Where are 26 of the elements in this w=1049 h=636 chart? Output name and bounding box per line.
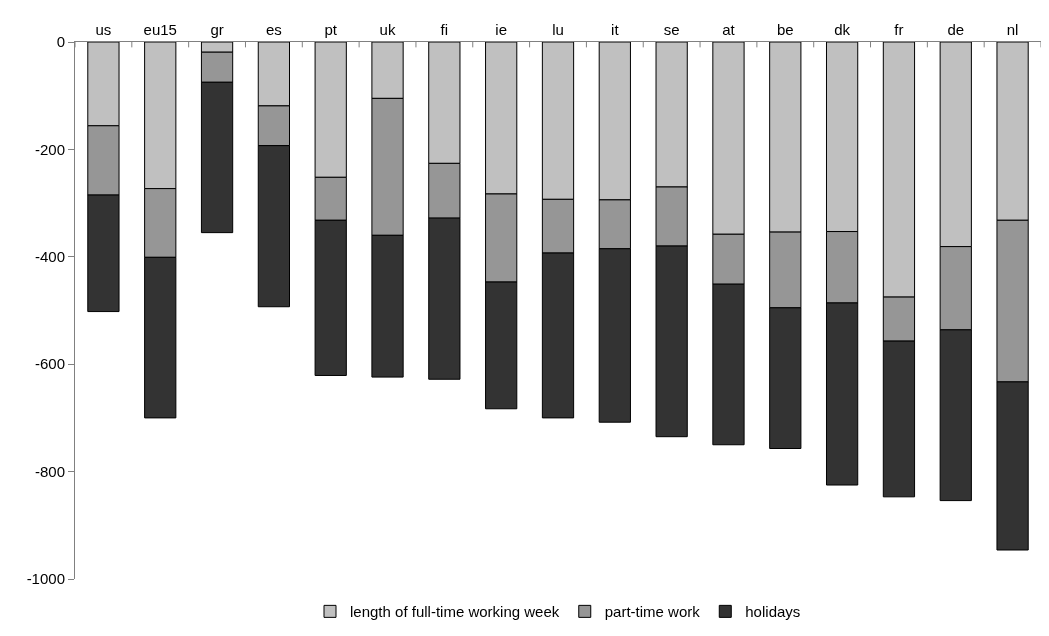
x-tick-label: fr bbox=[894, 21, 904, 38]
x-tick-label: pt bbox=[324, 21, 338, 38]
x-tick-label: nl bbox=[1006, 21, 1019, 38]
legend-label: part-time work bbox=[604, 603, 701, 621]
x-tick-label: gr bbox=[210, 21, 224, 38]
y-tick-label: 0 bbox=[56, 33, 65, 51]
legend-label: holidays bbox=[745, 603, 801, 621]
x-tick-label: es bbox=[265, 21, 282, 38]
y-tick-label: -400 bbox=[34, 248, 65, 266]
x-tick-label: de bbox=[947, 21, 965, 38]
y-tick-label: -1000 bbox=[26, 570, 65, 588]
x-tick-label: it bbox=[611, 21, 620, 38]
x-tick-label: at bbox=[722, 21, 736, 38]
x-tick-label: us bbox=[95, 21, 112, 38]
x-tick-label: uk bbox=[379, 21, 396, 38]
x-tick-label: fi bbox=[440, 21, 449, 38]
x-tick-label: se bbox=[663, 21, 680, 38]
x-tick-label: ie bbox=[495, 21, 508, 38]
x-tick-label: be bbox=[776, 21, 794, 38]
y-tick-label: -800 bbox=[34, 462, 65, 480]
x-tick-label: eu15 bbox=[143, 21, 177, 38]
y-tick-label: -200 bbox=[34, 140, 65, 158]
legend-label: length of full-time working week bbox=[350, 603, 560, 621]
x-tick-label: lu bbox=[552, 21, 564, 38]
y-tick-label: -600 bbox=[34, 355, 65, 373]
x-tick-label: dk bbox=[834, 21, 851, 38]
